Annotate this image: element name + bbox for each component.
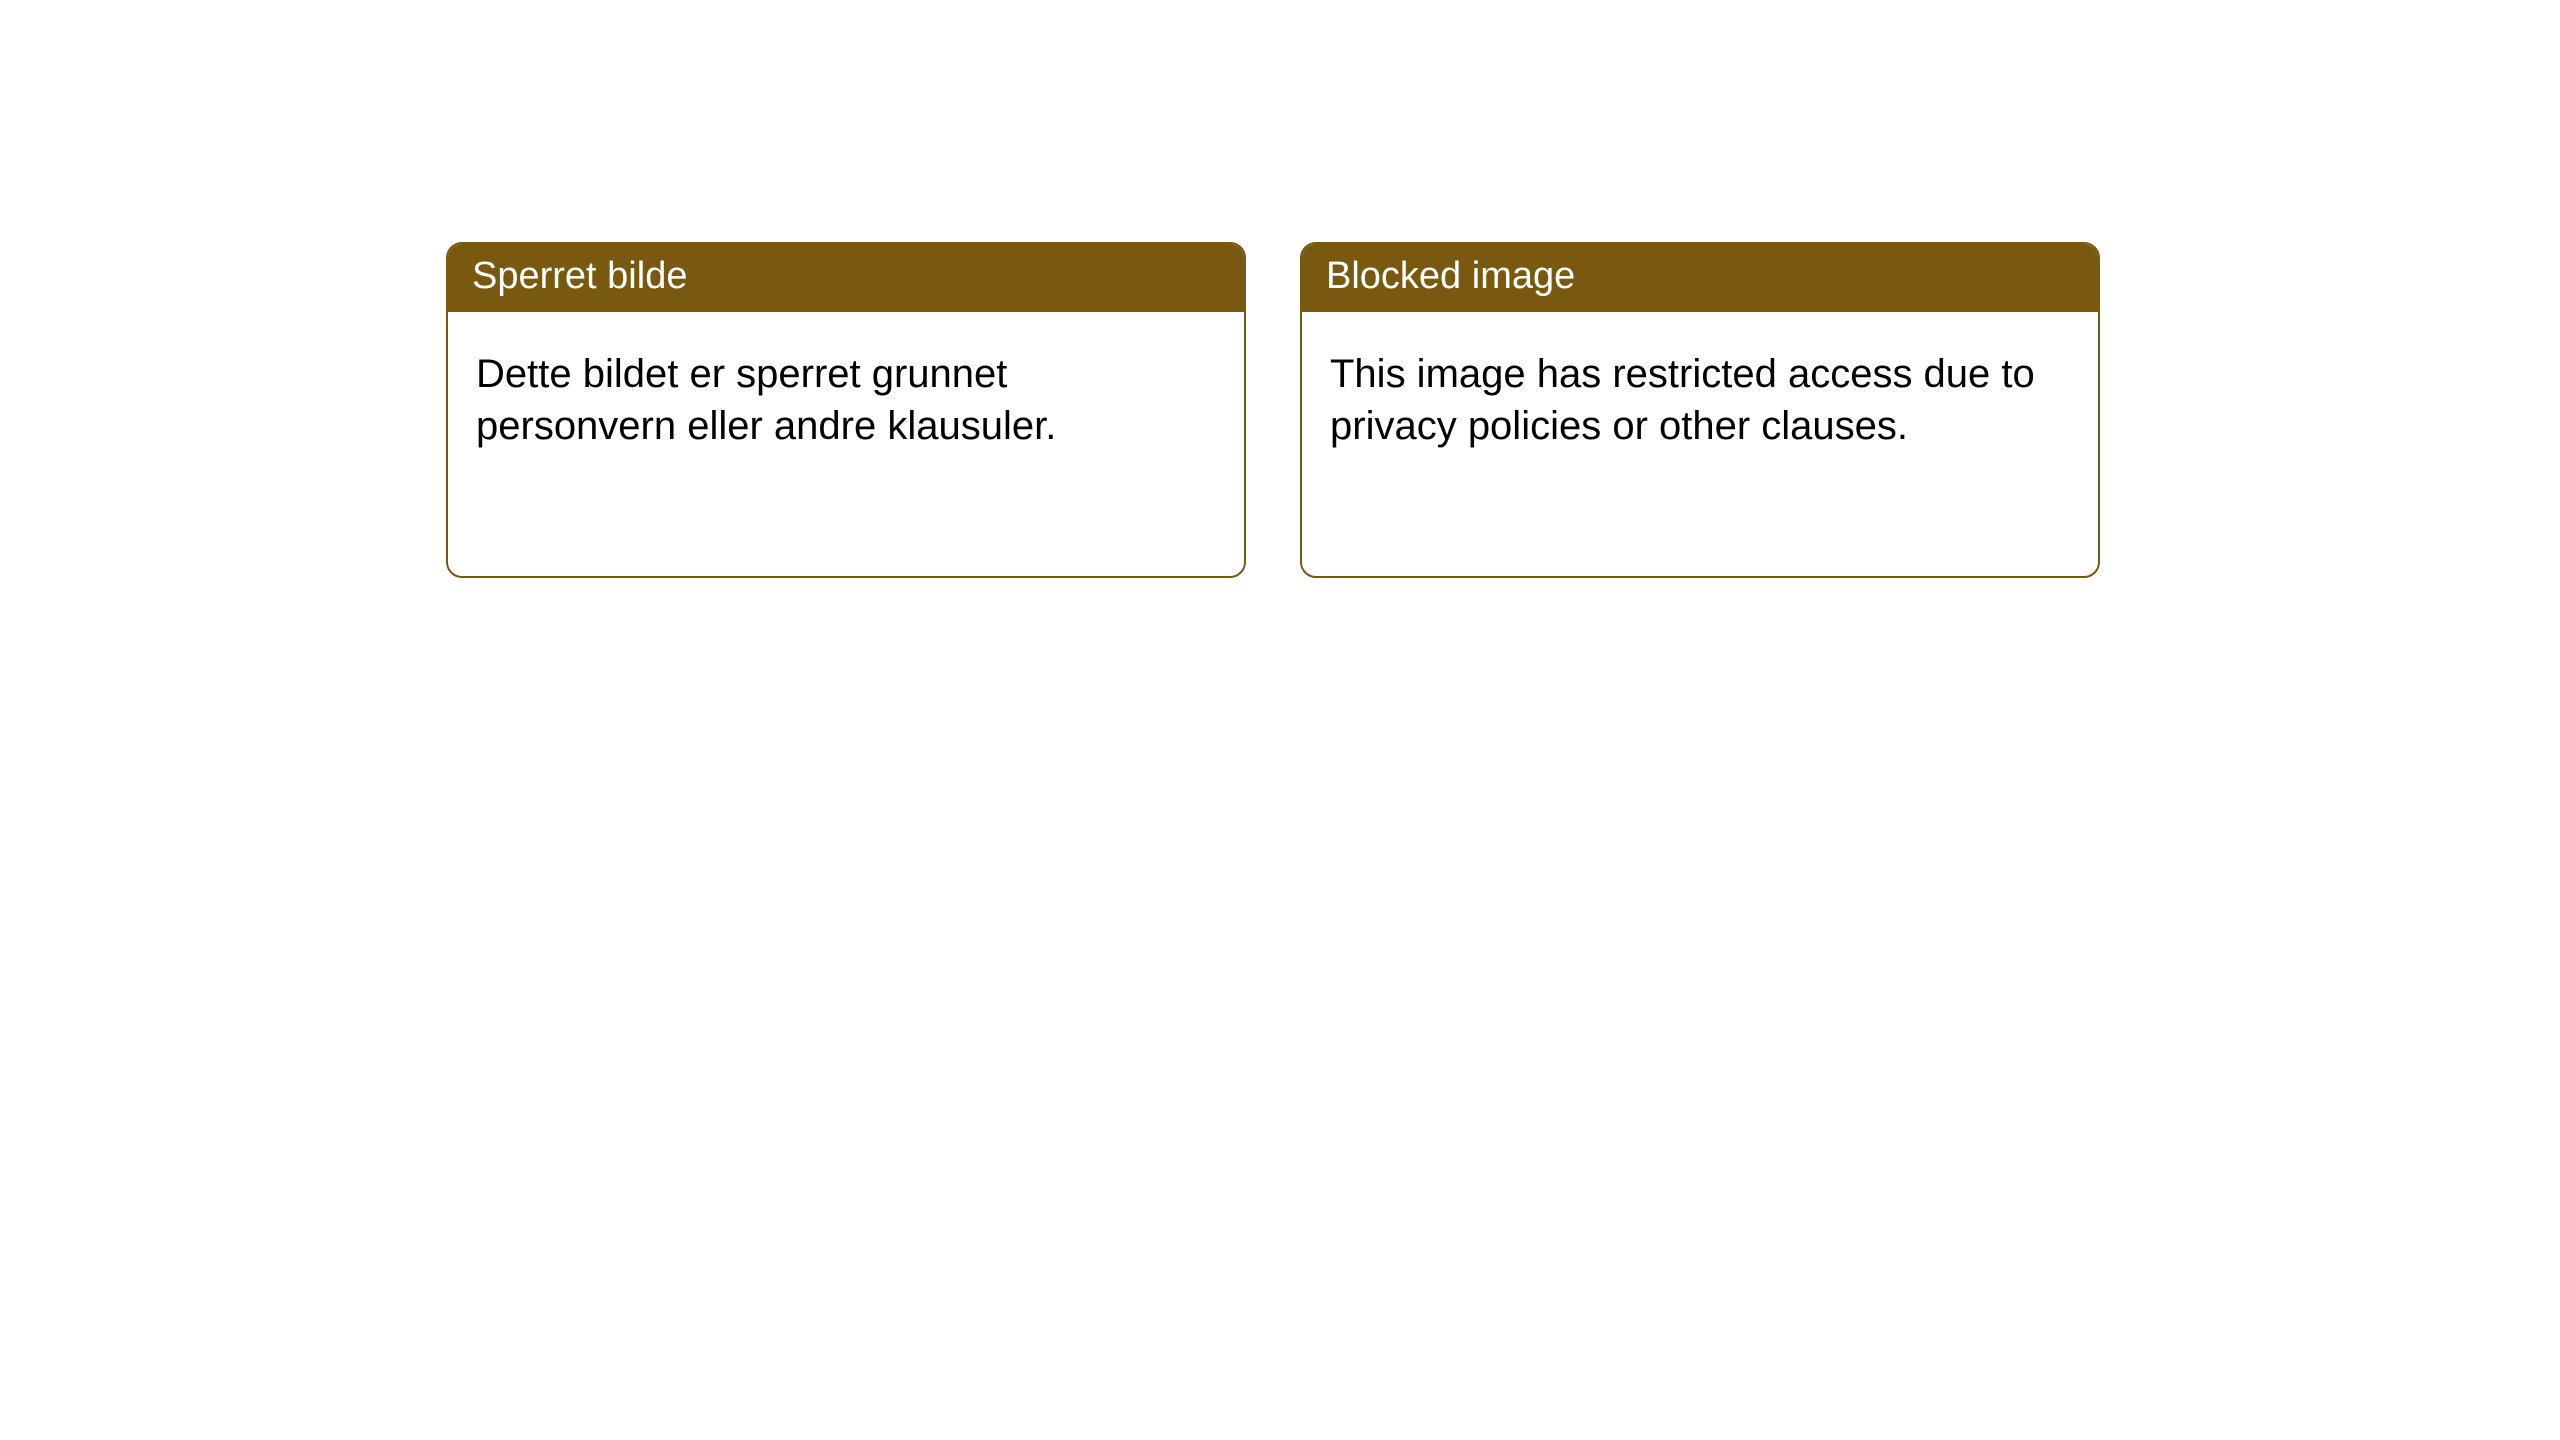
notice-card-body: Dette bildet er sperret grunnet personve… [448, 312, 1244, 480]
notice-card-body: This image has restricted access due to … [1302, 312, 2098, 480]
notice-card-english: Blocked image This image has restricted … [1300, 242, 2100, 578]
notice-card-header: Blocked image [1302, 244, 2098, 312]
notice-card-norwegian: Sperret bilde Dette bildet er sperret gr… [446, 242, 1246, 578]
notice-container: Sperret bilde Dette bildet er sperret gr… [0, 0, 2560, 578]
notice-card-header: Sperret bilde [448, 244, 1244, 312]
